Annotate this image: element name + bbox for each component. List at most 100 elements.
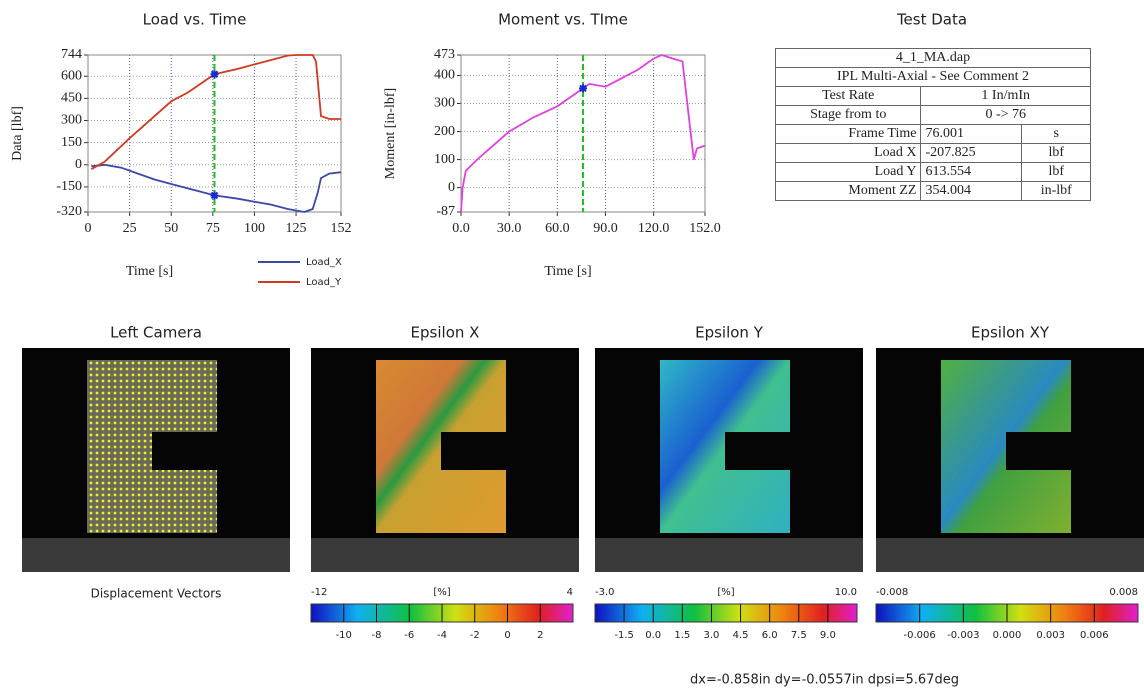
x-tick-label: 152.0: [689, 221, 721, 236]
y-tick-label: -150: [56, 179, 82, 194]
colorbar-tick-label: 6.0: [762, 630, 778, 641]
cell: -207.825: [920, 143, 1023, 163]
x-tick-label: 75: [206, 221, 220, 236]
colorbar-tick-label: 4.5: [733, 630, 749, 641]
x-tick-label: 90.0: [593, 221, 618, 236]
y-tick-label: 100: [434, 152, 455, 167]
colorbar-tick-label: 2: [537, 630, 543, 641]
x-tick-label: 30.0: [497, 221, 522, 236]
panel-title: Epsilon X: [411, 324, 480, 342]
image-epsilon-y: [595, 348, 863, 572]
cell: Stage from to: [774, 105, 922, 125]
y-axis-label: Moment [in-lbf]: [383, 88, 398, 179]
x-tick-label: 60.0: [545, 221, 570, 236]
cursor-marker: [579, 84, 587, 93]
cursor-marker: [210, 191, 219, 200]
y-tick-label: 150: [61, 135, 82, 150]
x-axis-label: Time [s]: [544, 264, 591, 279]
table-title: Test Data: [896, 11, 967, 29]
test-data-table: 4_1_MA.dap IPL Multi-Axial - See Comment…: [774, 48, 1091, 201]
colorbar-tick-label: 7.5: [791, 630, 807, 641]
cell: 354.004: [920, 181, 1023, 201]
image-epsilon-xy: [876, 348, 1144, 572]
panel-title: Epsilon Y: [695, 324, 764, 342]
x-tick-label: 152: [331, 221, 352, 236]
x-tick-label: 120.0: [638, 221, 670, 236]
y-tick-label: -87: [436, 204, 455, 219]
cell: 4_1_MA.dap: [775, 48, 1091, 68]
cursor-marker: [210, 70, 219, 79]
cell: Moment ZZ: [774, 181, 922, 201]
series-line: [90, 54, 341, 170]
colorbar-tick-label: 1.5: [674, 630, 690, 641]
y-tick-label: 300: [434, 96, 455, 111]
colorbar-min: -12: [311, 587, 327, 598]
x-tick-label: 0: [85, 221, 92, 236]
colorbar-tick-label: -8: [372, 630, 382, 641]
x-tick-label: 50: [164, 221, 178, 236]
x-tick-label: 100: [244, 221, 265, 236]
y-axis-label: Data [lbf]: [10, 106, 25, 161]
colorbar-max: 0.008: [1109, 587, 1138, 598]
image-epsilon-x: [311, 348, 579, 572]
cell: 1 In/mIn: [920, 86, 1091, 106]
cell: lbf: [1021, 162, 1091, 182]
camera-images: [22, 348, 1144, 572]
x-tick-label: 0.0: [452, 221, 470, 236]
panel-title: Left Camera: [110, 324, 202, 342]
y-tick-label: 300: [61, 113, 82, 128]
cell: lbf: [1021, 143, 1091, 163]
x-tick-label: 125: [286, 221, 307, 236]
colorbar-tick-label: 9.0: [820, 630, 836, 641]
colorbar-tick-label: 0.000: [993, 630, 1022, 641]
cell: 0 -> 76: [920, 105, 1091, 125]
colorbar-unit: [%]: [717, 587, 734, 598]
legend-label: Load_Y: [306, 277, 342, 288]
y-tick-label: -320: [56, 204, 82, 219]
colorbar-tick-label: 0: [504, 630, 510, 641]
colorbar-tick-label: -1.5: [614, 630, 634, 641]
colorbar-tick-label: -0.006: [904, 630, 936, 641]
colorbar-tick-label: -10: [336, 630, 352, 641]
colorbar-tick-label: 0.006: [1080, 630, 1109, 641]
colorbar: [594, 603, 858, 623]
x-tick-label: 25: [123, 221, 137, 236]
colorbar-tick-label: 3.0: [703, 630, 719, 641]
cell: Frame Time: [774, 124, 922, 144]
legend-label: Load_X: [306, 257, 342, 268]
chart-title: Load vs. Time: [143, 11, 247, 29]
x-axis-label: Time [s]: [126, 264, 173, 279]
colorbar-tick-label: 0.003: [1036, 630, 1065, 641]
panel-caption: Displacement Vectors: [91, 587, 222, 601]
colorbar-tick-label: -2: [470, 630, 480, 641]
image-left-camera: [22, 348, 290, 572]
chart-title: Moment vs. TIme: [498, 11, 628, 29]
panel-title: Epsilon XY: [971, 324, 1050, 342]
y-tick-label: 450: [61, 91, 82, 106]
series-line: [460, 54, 706, 213]
y-tick-label: 0: [448, 180, 455, 195]
colorbar-tick-label: -4: [437, 630, 447, 641]
colorbar-tick-label: 0.0: [645, 630, 661, 641]
y-tick-label: 0: [75, 157, 82, 172]
cell: Test Rate: [774, 86, 922, 106]
colorbar-min: -3.0: [595, 587, 615, 598]
series-line: [91, 163, 342, 213]
cell: Load X: [774, 143, 922, 163]
colorbar-tick-label: -0.003: [947, 630, 979, 641]
colorbar-min: -0.008: [876, 587, 908, 598]
colorbar-max: 4: [567, 587, 573, 598]
y-tick-label: 744: [61, 47, 82, 62]
y-tick-label: 473: [434, 47, 455, 62]
y-tick-label: 400: [434, 68, 455, 83]
cell: IPL Multi-Axial - See Comment 2: [775, 67, 1091, 87]
cell: in-lbf: [1021, 181, 1091, 201]
y-tick-label: 200: [434, 124, 455, 139]
footer: dx=-0.858in dy=-0.0557in dpsi=5.67deg: [690, 673, 959, 688]
y-tick-label: 600: [61, 68, 82, 83]
colorbar-max: 10.0: [835, 587, 857, 598]
cell: 76.001: [920, 124, 1023, 144]
colorbar-tick-label: -6: [404, 630, 414, 641]
